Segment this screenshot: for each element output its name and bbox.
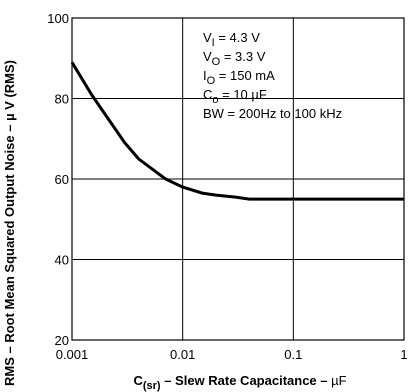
x-tick-label: 0.001 xyxy=(56,347,89,362)
x-axis-label-rest: – Slew Rate Capacitance – xyxy=(161,373,332,388)
y-tick-label: 100 xyxy=(47,11,69,26)
x-axis-label-unit: µF xyxy=(331,373,346,388)
condition-line: VO = 3.3 V xyxy=(203,49,266,68)
y-tick-label: 80 xyxy=(55,92,69,107)
x-tick-label: 0.01 xyxy=(170,347,195,362)
condition-line: BW = 200Hz to 100 kHz xyxy=(203,106,342,121)
condition-line: Co = 10 µF xyxy=(203,87,267,106)
plot-frame xyxy=(71,17,405,341)
x-tick-label: 0.1 xyxy=(284,347,302,362)
y-axis-label-main: RMS – Root Mean Squared Output Noise – xyxy=(2,121,17,386)
y-axis-label: RMS – Root Mean Squared Output Noise – µ… xyxy=(2,60,17,386)
x-axis-label: C(sr) – Slew Rate Capacitance – µF xyxy=(133,373,346,392)
x-tick-labels: 0.001 0.01 0.1 1 xyxy=(56,347,408,362)
y-tick-label: 60 xyxy=(55,172,69,187)
y-axis-label-unit: µ V (RMS) xyxy=(2,60,17,121)
condition-line: IO = 150 mA xyxy=(203,68,275,87)
y-tick-label: 40 xyxy=(55,253,69,268)
y-tick-label: 20 xyxy=(55,333,69,348)
x-axis-label-main: C xyxy=(133,373,143,388)
noise-curve-line xyxy=(70,61,404,201)
x-axis-label-sub: (sr) xyxy=(143,380,161,392)
grid-lines xyxy=(71,17,405,341)
condition-line: VI = 4.3 V xyxy=(203,30,260,49)
y-tick-labels: 20 40 60 80 100 xyxy=(47,11,69,348)
x-tick-label: 1 xyxy=(400,347,407,362)
